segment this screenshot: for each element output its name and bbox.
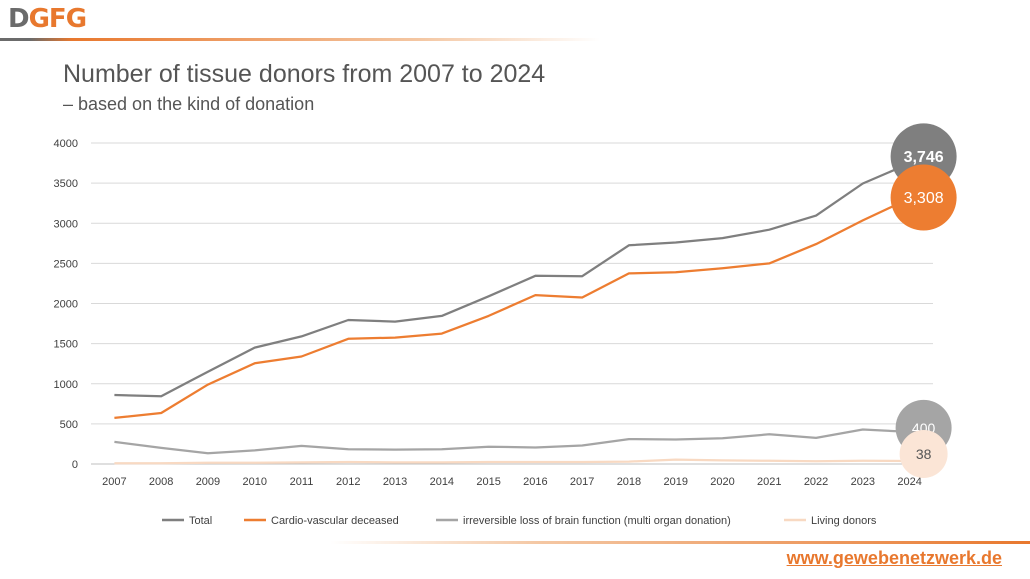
y-tick-label: 3000: [54, 218, 78, 230]
end-value-label: 38: [916, 446, 932, 462]
end-value-bubble: [890, 164, 957, 231]
end-value-label: 3,746: [904, 149, 944, 166]
x-tick-label: 2021: [757, 476, 781, 488]
series-line: [114, 458, 910, 465]
y-tick-label: 2000: [54, 299, 78, 311]
x-tick-label: 2018: [617, 476, 641, 488]
x-tick-label: 2007: [102, 476, 126, 488]
header-divider: [0, 38, 600, 41]
end-value-bubble: [899, 429, 948, 478]
x-tick-label: 2014: [430, 476, 454, 488]
x-tick-label: 2022: [804, 476, 828, 488]
series-line: [114, 428, 910, 455]
x-tick-label: 2019: [663, 476, 687, 488]
chart-title: Number of tissue donors from 2007 to 202…: [63, 60, 546, 88]
x-tick-label: 2023: [851, 476, 875, 488]
series-line: [114, 197, 911, 420]
x-tick-label: 2015: [476, 476, 500, 488]
x-tick-label: 2009: [196, 476, 220, 488]
y-tick-label: 1000: [54, 379, 78, 391]
legend-label: irreversible loss of brain function (mul…: [463, 515, 731, 527]
x-tick-label: 2010: [242, 476, 266, 488]
end-value-label: 3,308: [904, 190, 944, 207]
y-tick-label: 3500: [54, 178, 78, 190]
series-line: [114, 162, 911, 398]
y-tick-label: 2500: [54, 258, 78, 270]
dgfg-logo: DGFG: [8, 4, 87, 34]
footer-divider: [330, 541, 1030, 544]
x-tick-label: 2008: [149, 476, 173, 488]
legend-label: Total: [189, 515, 212, 527]
y-tick-label: 0: [72, 459, 78, 471]
x-tick-label: 2017: [570, 476, 594, 488]
chart-subtitle: – based on the kind of donation: [63, 94, 315, 114]
x-tick-label: 2012: [336, 476, 360, 488]
y-tick-label: 500: [60, 419, 78, 431]
website-link[interactable]: www.gewebenetzwerk.de: [786, 548, 1002, 568]
x-tick-label: 2020: [710, 476, 734, 488]
x-tick-label: 2011: [290, 476, 314, 488]
y-tick-label: 4000: [54, 138, 78, 150]
x-tick-label: 2013: [383, 476, 407, 488]
x-tick-label: 2024: [897, 476, 921, 488]
y-tick-label: 1500: [54, 339, 78, 351]
legend-label: Living donors: [811, 515, 877, 527]
legend-label: Cardio-vascular deceased: [271, 515, 399, 527]
x-tick-label: 2016: [523, 476, 547, 488]
